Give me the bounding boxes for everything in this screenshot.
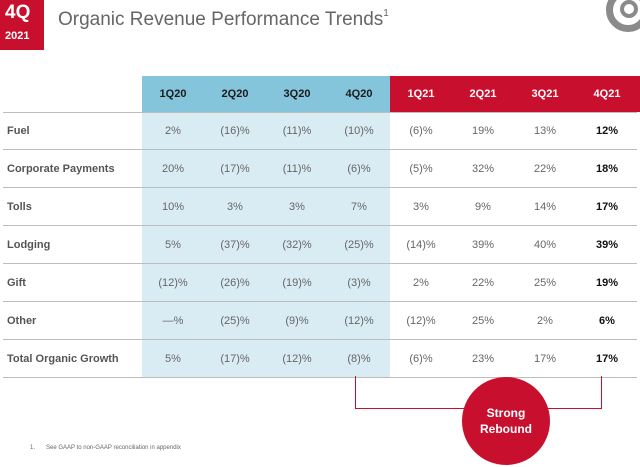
table-cell: 39%: [595, 239, 619, 251]
table-cell: 2%: [165, 125, 181, 137]
table-cell: 22%: [471, 277, 495, 289]
badge-quarter: 4Q: [5, 2, 31, 23]
2021-header-band: [390, 76, 640, 112]
table-cell: 3%: [289, 201, 305, 213]
column-header: 1Q21: [407, 88, 435, 100]
table-cell: (14)%: [406, 239, 436, 251]
table-cell: (10)%: [344, 125, 374, 137]
callout-line-2: Rebound: [480, 422, 532, 436]
row-divider: [3, 377, 637, 378]
table-cell: 19%: [471, 125, 495, 137]
callout-line-1: Strong: [486, 406, 526, 420]
table-cell: (11)%: [282, 125, 312, 137]
row-divider: [3, 187, 637, 188]
row-label: Total Organic Growth: [7, 353, 119, 365]
2020-header-band: [142, 76, 390, 112]
column-header: 2Q21: [469, 88, 497, 100]
table-cell: (6)%: [347, 163, 371, 175]
row-label: Fuel: [7, 125, 30, 137]
row-label: Corporate Payments: [7, 163, 115, 175]
column-header: 4Q20: [345, 88, 373, 100]
table-cell: 39%: [471, 239, 495, 251]
table-cell: 10%: [161, 201, 185, 213]
header-divider: [3, 112, 637, 113]
column-header: 3Q21: [531, 88, 559, 100]
table-cell: 6%: [599, 315, 615, 327]
table-cell: (12)%: [344, 315, 374, 327]
table-cell: (6)%: [409, 353, 433, 365]
column-header: 2Q20: [221, 88, 249, 100]
table-cell: 17%: [595, 353, 619, 365]
bracket-right: [601, 376, 602, 408]
table-cell: 3%: [413, 201, 429, 213]
bracket-left: [355, 376, 356, 408]
table-cell: (25)%: [344, 239, 374, 251]
table-cell: (25)%: [220, 315, 250, 327]
table-cell: —%: [162, 315, 184, 327]
table-cell: 18%: [595, 163, 619, 175]
logo-inner-ring-icon: [620, 0, 638, 18]
table-cell: 12%: [595, 125, 619, 137]
table-cell: (8)%: [347, 353, 371, 365]
table-cell: 5%: [165, 353, 181, 365]
table-cell: 40%: [533, 239, 557, 251]
page-title-text: Organic Revenue Performance Trends: [58, 9, 384, 30]
strong-rebound-callout: Strong Rebound: [462, 377, 550, 465]
table-cell: (16)%: [220, 125, 250, 137]
row-divider: [3, 225, 637, 226]
table-cell: 25%: [533, 277, 557, 289]
badge-year: 2021: [5, 30, 30, 42]
table-cell: (37)%: [220, 239, 250, 251]
column-header: 4Q21: [593, 88, 621, 100]
row-divider: [3, 149, 637, 150]
table-cell: (9)%: [285, 315, 309, 327]
column-header: 3Q20: [283, 88, 311, 100]
column-header: 1Q20: [159, 88, 187, 100]
table-cell: 17%: [595, 201, 619, 213]
row-label: Lodging: [7, 239, 51, 251]
table-cell: 14%: [533, 201, 557, 213]
2020-columns-background: [142, 76, 390, 378]
table-cell: 19%: [595, 277, 619, 289]
table-cell: 3%: [227, 201, 243, 213]
table-cell: (6)%: [409, 125, 433, 137]
row-label: Gift: [7, 277, 26, 289]
table-cell: 32%: [471, 163, 495, 175]
row-divider: [3, 339, 637, 340]
table-cell: 13%: [533, 125, 557, 137]
row-divider: [3, 301, 637, 302]
table-cell: 5%: [165, 239, 181, 251]
page-title: Organic Revenue Performance Trends1: [58, 7, 389, 31]
table-cell: (12)%: [282, 353, 312, 365]
table-cell: 9%: [475, 201, 491, 213]
table-cell: 23%: [471, 353, 495, 365]
logo-ring-icon: [606, 0, 640, 32]
table-cell: 25%: [471, 315, 495, 327]
period-badge: 4Q 2021: [0, 0, 44, 50]
table-cell: 2%: [537, 315, 553, 327]
footnote-number: 1.: [30, 445, 36, 451]
table-cell: 22%: [533, 163, 557, 175]
table-cell: 7%: [351, 201, 367, 213]
title-footnote-marker: 1: [383, 7, 389, 19]
table-cell: (26)%: [220, 277, 250, 289]
table-cell: (12)%: [158, 277, 188, 289]
row-label: Tolls: [7, 201, 32, 213]
table-cell: (3)%: [347, 277, 371, 289]
table-cell: 20%: [161, 163, 185, 175]
table-cell: (17)%: [220, 353, 250, 365]
table-cell: (12)%: [406, 315, 436, 327]
table-cell: (32)%: [282, 239, 312, 251]
table-cell: 2%: [413, 277, 429, 289]
table-cell: (19)%: [282, 277, 312, 289]
row-label: Other: [7, 315, 37, 327]
table-cell: (5)%: [409, 163, 433, 175]
table-cell: (11)%: [282, 163, 312, 175]
table-cell: (17)%: [220, 163, 250, 175]
footnote-text: See GAAP to non-GAAP reconciliation in a…: [46, 445, 181, 451]
table-cell: 17%: [533, 353, 557, 365]
row-divider: [3, 263, 637, 264]
footnote: 1. See GAAP to non-GAAP reconciliation in…: [30, 445, 181, 451]
